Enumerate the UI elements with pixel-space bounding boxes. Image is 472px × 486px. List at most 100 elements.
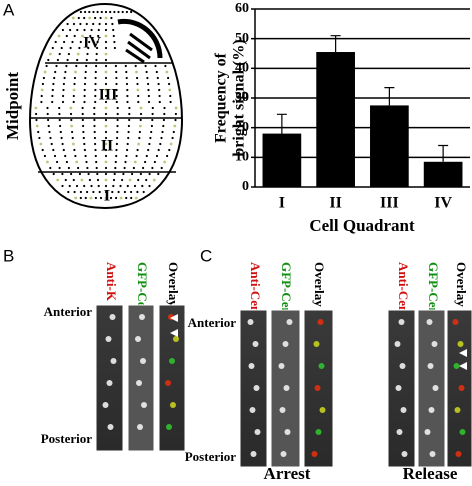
basal-body-dot xyxy=(95,166,98,170)
signal-spot xyxy=(317,319,324,325)
basal-body-dot xyxy=(114,64,117,68)
basal-body-dot xyxy=(37,130,40,134)
quadrant-label: I xyxy=(104,188,110,205)
basal-body-dot xyxy=(148,184,151,188)
basal-body-dot xyxy=(160,166,163,170)
column-heading: Overlay xyxy=(454,262,469,307)
basal-body-dot xyxy=(139,112,143,116)
basal-body-dot xyxy=(56,178,60,182)
basal-body-dot xyxy=(97,28,100,32)
basal-body-dot xyxy=(168,82,171,86)
signal-spot xyxy=(311,451,318,457)
basal-body-dot xyxy=(92,190,95,194)
basal-body-dot xyxy=(123,166,126,170)
signal-spot xyxy=(424,429,431,435)
basal-body-dot xyxy=(63,40,66,44)
basal-body-dot xyxy=(136,88,140,92)
x-tick-label: III xyxy=(380,195,399,212)
basal-body-dot xyxy=(104,118,108,122)
basal-body-dot xyxy=(167,76,170,80)
signal-spot xyxy=(279,407,286,413)
basal-body-dot xyxy=(162,118,165,122)
signal-spot xyxy=(458,385,465,391)
basal-body-dot xyxy=(86,52,89,56)
basal-body-dot xyxy=(130,196,133,200)
signal-spot xyxy=(254,429,261,435)
basal-body-dot xyxy=(104,172,108,176)
basal-body-dot xyxy=(89,34,92,38)
basal-body-dot xyxy=(133,160,137,164)
basal-body-dot xyxy=(87,46,90,50)
signal-spot xyxy=(429,451,436,457)
basal-body-dot xyxy=(47,124,50,128)
basal-body-dot xyxy=(76,28,79,32)
signal-spot xyxy=(459,429,466,435)
basal-body-dot xyxy=(47,58,50,62)
basal-body-dot xyxy=(69,112,73,116)
signal-spot xyxy=(170,402,176,408)
basal-body-dot xyxy=(104,136,108,140)
basal-body-dot xyxy=(174,118,177,122)
basal-body-dot xyxy=(94,148,97,152)
basal-body-dot xyxy=(137,142,141,146)
basal-body-dot xyxy=(88,178,91,182)
basal-body-dot xyxy=(72,142,75,146)
basal-body-dot xyxy=(112,178,116,182)
basal-body-dot xyxy=(83,28,86,32)
oral-apparatus xyxy=(117,18,163,59)
basal-body-dot xyxy=(46,160,49,164)
basal-body-dot xyxy=(70,124,73,128)
basal-body-dot xyxy=(128,106,131,110)
basal-body-dot xyxy=(54,70,57,74)
basal-body-dot xyxy=(110,16,113,20)
basal-body-dot xyxy=(142,190,145,194)
basal-body-dot xyxy=(104,160,108,164)
basal-body-dot xyxy=(104,16,108,20)
basal-body-dot xyxy=(104,34,108,38)
basal-body-dot xyxy=(128,118,131,122)
basal-body-dot xyxy=(81,34,84,38)
basal-body-dot xyxy=(163,112,166,116)
basal-body-dot xyxy=(93,112,96,116)
anterior-label: Anterior xyxy=(44,304,93,319)
basal-body-dot xyxy=(147,88,150,92)
basal-body-dot xyxy=(104,46,108,50)
signal-spot xyxy=(166,424,172,430)
basal-body-dot xyxy=(147,100,151,104)
basal-body-dot xyxy=(70,118,73,122)
basal-body-dot xyxy=(133,184,137,188)
basal-body-dot xyxy=(155,70,158,74)
panel-label: B xyxy=(3,246,14,265)
basal-body-dot xyxy=(151,112,154,116)
basal-body-dot xyxy=(90,184,93,188)
basal-body-dot xyxy=(128,178,132,182)
basal-body-dot xyxy=(94,82,97,86)
posterior-label: Posterior xyxy=(185,449,236,464)
basal-body-dot xyxy=(113,46,116,50)
micrograph xyxy=(158,304,186,452)
basal-body-dot xyxy=(137,94,140,98)
basal-body-dot xyxy=(104,70,108,74)
basal-body-dot xyxy=(70,172,73,176)
basal-body-dot xyxy=(96,40,99,44)
basal-body-dot xyxy=(66,58,69,62)
basal-body-dot xyxy=(145,178,148,182)
basal-body-dot xyxy=(58,118,61,122)
basal-body-dot xyxy=(151,106,154,110)
basal-body-dot xyxy=(40,94,43,98)
basal-body-dot xyxy=(121,10,124,14)
basal-body-dot xyxy=(94,142,97,146)
basal-body-dot xyxy=(122,172,125,176)
basal-body-dot xyxy=(174,106,178,110)
basal-body-dot xyxy=(115,196,118,200)
panel-b-headings: Anti-K GFP-Cen1 Overlay Anterior Posteri… xyxy=(41,262,181,446)
basal-body-dot xyxy=(41,82,45,86)
signal-spot xyxy=(250,451,257,457)
basal-body-dot xyxy=(98,190,101,194)
basal-body-dot xyxy=(125,10,128,14)
arrowhead xyxy=(459,362,467,370)
column-heading: GFP-Cen1 xyxy=(279,262,294,321)
basal-body-dot xyxy=(41,148,44,152)
basal-body-dot xyxy=(63,76,66,80)
basal-body-dot xyxy=(76,52,80,56)
